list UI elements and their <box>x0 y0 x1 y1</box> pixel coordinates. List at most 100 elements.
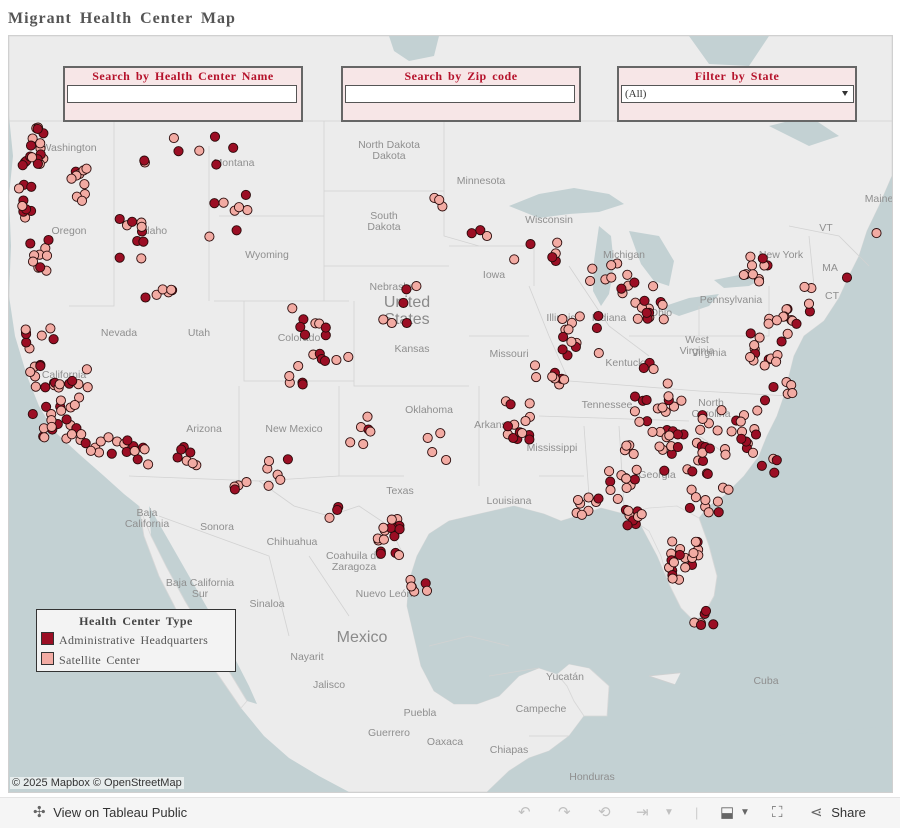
satellite-center-marker[interactable] <box>605 484 616 496</box>
headquarters-marker[interactable] <box>771 455 782 466</box>
headquarters-marker[interactable] <box>299 329 311 340</box>
satellite-center-marker[interactable] <box>168 133 179 144</box>
satellite-center-marker[interactable] <box>17 200 28 212</box>
satellite-center-marker[interactable] <box>720 449 731 460</box>
headquarters-marker[interactable] <box>593 310 604 322</box>
headquarters-marker[interactable] <box>659 465 670 476</box>
satellite-center-marker[interactable] <box>695 424 706 435</box>
satellite-center-marker[interactable] <box>612 493 623 504</box>
headquarters-marker[interactable] <box>759 395 771 406</box>
satellite-center-marker[interactable] <box>275 474 286 485</box>
fullscreen-icon[interactable]: ⛶ <box>772 804 783 821</box>
headquarters-marker[interactable] <box>702 468 713 480</box>
headquarters-marker[interactable] <box>841 272 853 283</box>
satellite-center-marker[interactable] <box>41 250 53 261</box>
headquarters-marker[interactable] <box>282 454 293 465</box>
satellite-center-marker[interactable] <box>103 432 114 443</box>
satellite-center-marker[interactable] <box>427 447 438 458</box>
satellite-center-marker[interactable] <box>509 254 520 265</box>
satellite-center-marker[interactable] <box>606 260 617 271</box>
headquarters-marker[interactable] <box>502 421 513 432</box>
headquarters-marker[interactable] <box>127 216 138 227</box>
headquarters-marker[interactable] <box>750 429 762 440</box>
headquarters-marker[interactable] <box>605 476 616 487</box>
satellite-center-marker[interactable] <box>566 336 577 347</box>
satellite-center-marker[interactable] <box>36 330 47 341</box>
headquarters-marker[interactable] <box>713 507 724 518</box>
satellite-center-marker[interactable] <box>771 356 782 367</box>
satellite-center-marker[interactable] <box>365 426 376 437</box>
satellite-center-marker[interactable] <box>787 388 798 399</box>
headquarters-marker[interactable] <box>466 228 477 239</box>
satellite-center-marker[interactable] <box>393 550 405 561</box>
headquarters-marker[interactable] <box>320 322 331 333</box>
satellite-center-marker[interactable] <box>647 426 658 437</box>
satellite-center-marker[interactable] <box>636 509 647 520</box>
headquarters-marker[interactable] <box>43 234 54 246</box>
zip-search-input[interactable] <box>345 85 575 103</box>
headquarters-marker[interactable] <box>687 466 698 477</box>
satellite-center-marker[interactable] <box>631 464 642 475</box>
headquarters-marker[interactable] <box>708 619 719 630</box>
headquarters-marker[interactable] <box>173 146 184 157</box>
headquarters-marker[interactable] <box>209 131 221 142</box>
satellite-center-marker[interactable] <box>386 317 397 329</box>
headquarters-marker[interactable] <box>674 549 685 560</box>
headquarters-marker[interactable] <box>524 434 535 445</box>
satellite-center-marker[interactable] <box>574 311 585 322</box>
headquarters-marker[interactable] <box>697 455 709 467</box>
satellite-center-marker[interactable] <box>746 260 758 271</box>
headquarters-marker[interactable] <box>132 454 143 465</box>
headquarters-marker[interactable] <box>209 198 220 209</box>
state-filter-select[interactable]: (All) <box>621 85 854 103</box>
headquarters-marker[interactable] <box>769 467 780 478</box>
satellite-center-marker[interactable] <box>557 313 568 325</box>
headquarters-marker[interactable] <box>629 391 641 402</box>
satellite-center-marker[interactable] <box>79 179 90 190</box>
satellite-center-marker[interactable] <box>143 459 154 470</box>
headquarters-marker[interactable] <box>768 381 779 393</box>
satellite-center-marker[interactable] <box>74 392 85 403</box>
satellite-center-marker[interactable] <box>621 473 632 484</box>
satellite-center-marker[interactable] <box>378 534 389 545</box>
satellite-center-marker[interactable] <box>54 379 65 390</box>
satellite-center-marker[interactable] <box>745 251 756 262</box>
satellite-center-marker[interactable] <box>871 228 882 239</box>
satellite-center-marker[interactable] <box>726 426 737 437</box>
satellite-center-marker[interactable] <box>763 318 774 329</box>
headquarters-marker[interactable] <box>398 297 409 308</box>
satellite-center-marker[interactable] <box>362 411 373 422</box>
satellite-center-marker[interactable] <box>13 183 25 194</box>
satellite-center-marker[interactable] <box>572 494 584 506</box>
satellite-center-marker[interactable] <box>139 444 150 455</box>
headquarters-marker[interactable] <box>297 379 308 390</box>
headquarters-marker[interactable] <box>21 337 32 348</box>
download-chevron-icon[interactable]: ▼ <box>740 807 750 818</box>
satellite-center-marker[interactable] <box>20 324 31 335</box>
headquarters-marker[interactable] <box>684 502 695 513</box>
headquarters-marker[interactable] <box>622 520 633 531</box>
headquarters-marker[interactable] <box>629 277 640 288</box>
satellite-center-marker[interactable] <box>632 313 643 324</box>
satellite-center-marker[interactable] <box>629 406 640 417</box>
satellite-center-marker[interactable] <box>422 432 433 443</box>
headquarters-marker[interactable] <box>41 401 52 412</box>
headquarters-marker[interactable] <box>638 363 649 374</box>
headquarters-marker[interactable] <box>672 429 683 440</box>
satellite-center-marker[interactable] <box>27 256 39 267</box>
headquarters-marker[interactable] <box>35 262 46 273</box>
satellite-center-marker[interactable] <box>46 421 57 432</box>
headquarters-marker[interactable] <box>319 355 331 366</box>
satellite-center-marker[interactable] <box>66 173 77 184</box>
satellite-center-marker[interactable] <box>585 275 596 286</box>
satellite-center-marker[interactable] <box>517 428 528 439</box>
headquarters-marker[interactable] <box>756 460 767 471</box>
satellite-center-marker[interactable] <box>690 492 701 503</box>
headquarters-marker[interactable] <box>700 605 712 616</box>
headquarters-marker[interactable] <box>629 474 640 485</box>
headquarters-marker[interactable] <box>106 448 117 459</box>
satellite-center-marker[interactable] <box>634 416 645 427</box>
headquarters-marker[interactable] <box>641 307 652 318</box>
satellite-center-marker[interactable] <box>194 145 205 156</box>
headquarters-marker[interactable] <box>616 283 627 294</box>
